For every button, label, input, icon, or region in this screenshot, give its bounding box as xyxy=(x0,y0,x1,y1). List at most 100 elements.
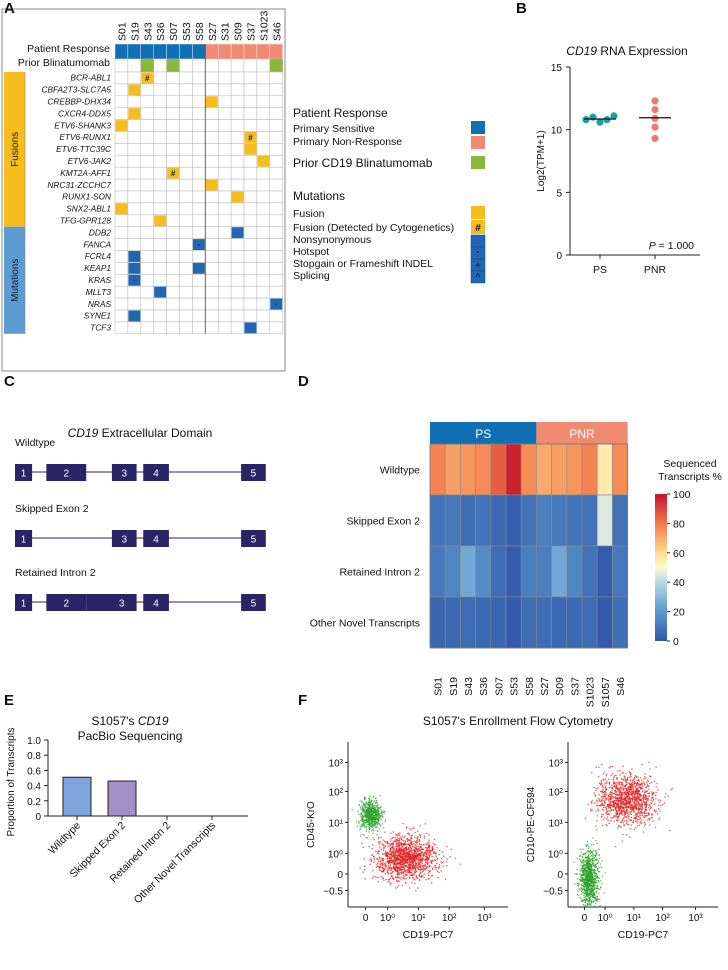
mutation-grid-cell xyxy=(256,274,271,287)
flow-event xyxy=(634,791,636,794)
flow-event xyxy=(371,848,373,850)
fusion-grid-cell xyxy=(114,107,129,120)
flow-event xyxy=(416,837,419,839)
flow-ytick-label: 10⁰ xyxy=(548,849,563,860)
flow-event xyxy=(428,834,430,836)
flow-event xyxy=(412,855,414,858)
flow-event xyxy=(384,820,386,822)
flow-event xyxy=(594,859,597,861)
flow-event xyxy=(591,852,593,854)
flow-event xyxy=(368,802,371,804)
flow-event xyxy=(397,840,399,842)
flow-event xyxy=(378,836,380,838)
mutation-grid-cell xyxy=(230,321,245,335)
flow-event xyxy=(635,784,638,786)
mutation-grid-cell xyxy=(114,321,129,335)
flow-event xyxy=(365,826,368,828)
flow-event xyxy=(394,837,396,839)
flow-event xyxy=(367,817,370,820)
flow-event xyxy=(615,810,617,812)
flow-event xyxy=(397,854,400,857)
fusion-grid-cell xyxy=(217,143,232,156)
flow-event xyxy=(426,843,428,846)
flow-event xyxy=(601,798,603,800)
flow-event xyxy=(428,849,430,851)
flow-event xyxy=(367,808,369,811)
flow-event xyxy=(649,807,652,809)
flow-event xyxy=(649,768,651,770)
flow-event xyxy=(588,851,591,853)
flow-event xyxy=(442,851,444,853)
mutation-grid-cell xyxy=(205,250,219,263)
fusion-grid-cell xyxy=(256,107,271,120)
flow-event xyxy=(361,842,363,844)
flow-event xyxy=(416,866,418,869)
flow-event xyxy=(383,858,385,860)
heatmap-cell xyxy=(505,443,522,496)
fusion-grid-cell xyxy=(140,214,154,227)
heatmap-cell xyxy=(475,443,492,496)
flow-event xyxy=(375,814,377,817)
fusion-grid-cell xyxy=(217,202,232,216)
flow-event xyxy=(596,858,598,860)
fusion-grid-cell xyxy=(153,83,167,97)
flow-event xyxy=(631,784,633,786)
flow-event xyxy=(629,836,631,838)
flow-event xyxy=(633,802,636,804)
flow-event xyxy=(574,883,576,885)
flow-event xyxy=(408,832,410,834)
flow-event xyxy=(374,825,377,827)
flow-event xyxy=(398,863,400,865)
flow-event xyxy=(617,802,620,804)
mutation-label: KEAP1 xyxy=(84,263,111,273)
flow-event xyxy=(411,862,413,864)
flow-event xyxy=(416,845,418,848)
fusion-grid-cell xyxy=(230,155,245,168)
flow-event xyxy=(627,787,629,790)
flow-event xyxy=(626,809,628,811)
flow-event xyxy=(636,785,638,787)
fusion-grid-cell xyxy=(140,166,154,180)
flow-event xyxy=(365,815,367,817)
flow-event xyxy=(648,809,651,811)
prior-blina-cell xyxy=(166,58,180,73)
flow-event xyxy=(424,861,427,863)
flow-event xyxy=(443,855,445,857)
flow-y-label: CD45-KrO xyxy=(306,801,317,848)
flow-event xyxy=(604,778,606,780)
flow-event xyxy=(389,854,391,856)
flow-event xyxy=(428,850,430,852)
flow-event xyxy=(399,842,402,844)
flow-event xyxy=(419,843,421,846)
flow-event xyxy=(360,816,363,818)
flow-event xyxy=(588,866,590,868)
flow-event xyxy=(645,777,647,779)
flow-event xyxy=(370,860,372,862)
flow-event xyxy=(370,815,372,817)
flow-event xyxy=(612,786,615,788)
flow-event xyxy=(641,805,644,808)
flow-event xyxy=(454,857,456,860)
flow-event xyxy=(393,855,396,857)
flow-event xyxy=(620,792,623,794)
mutation-grid-cell xyxy=(114,285,129,299)
flow-event xyxy=(598,782,601,785)
flow-event xyxy=(621,810,623,812)
flow-event xyxy=(596,897,598,899)
flow-event xyxy=(380,862,383,864)
flow-event xyxy=(586,892,589,894)
flow-event xyxy=(597,787,599,789)
exon-box xyxy=(143,594,169,611)
flow-event xyxy=(381,812,383,814)
flow-event xyxy=(654,811,656,813)
flow-event xyxy=(368,801,370,803)
flow-event xyxy=(419,854,421,857)
exon-label: 4 xyxy=(153,469,159,480)
flow-event xyxy=(598,866,600,868)
flow-event xyxy=(647,798,649,801)
flow-event xyxy=(404,865,406,868)
flow-event xyxy=(646,808,648,811)
flow-event xyxy=(596,801,598,803)
flow-event xyxy=(383,810,385,812)
flow-event xyxy=(616,788,618,790)
